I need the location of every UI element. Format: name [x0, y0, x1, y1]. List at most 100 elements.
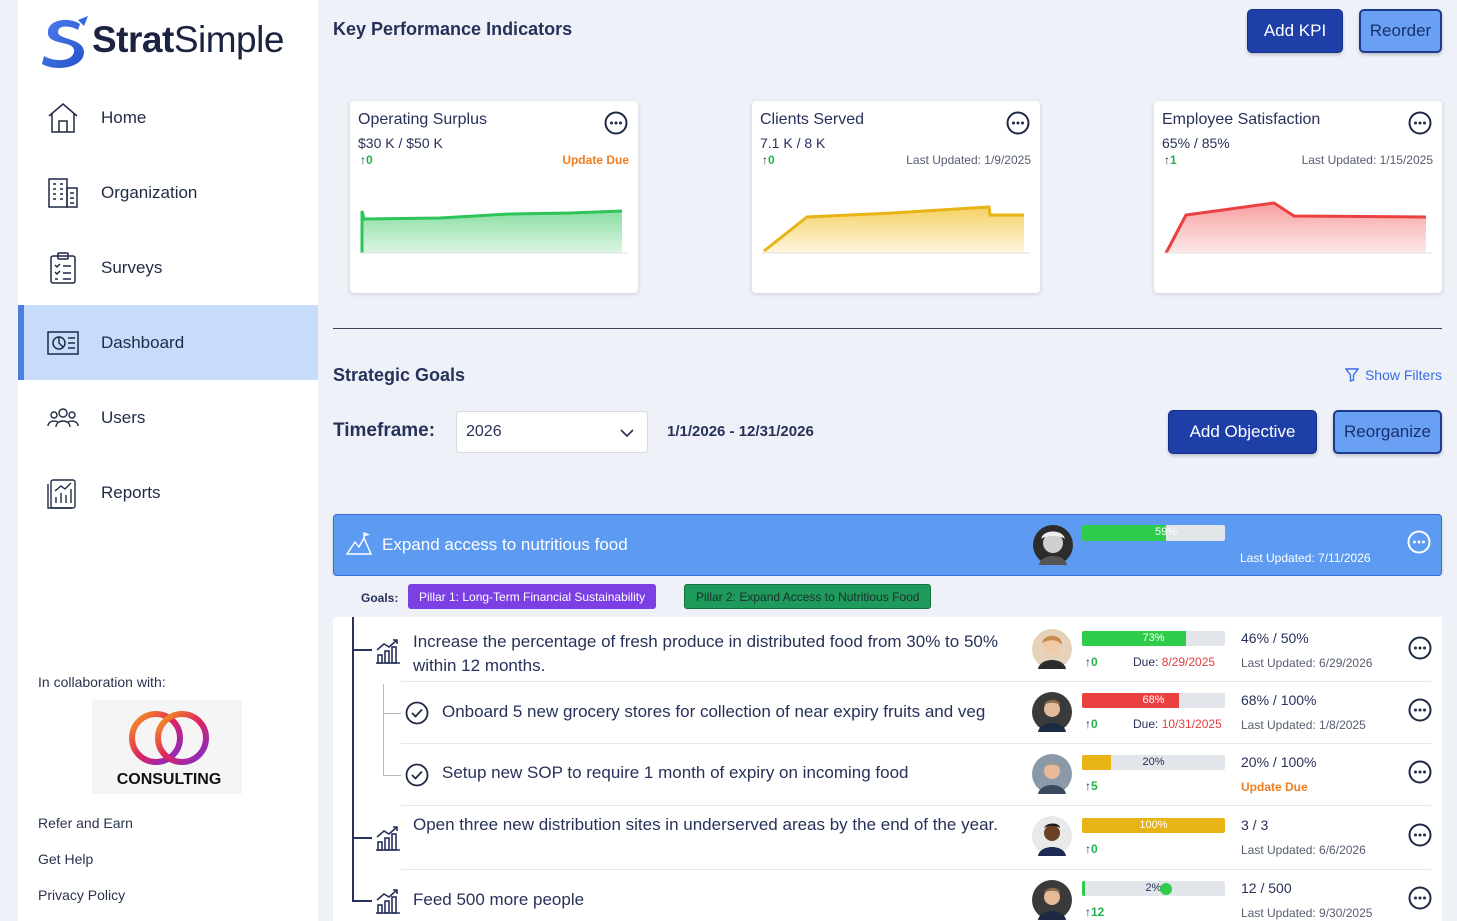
privacy-policy-link[interactable]: Privacy Policy — [38, 887, 126, 903]
row-divider — [401, 743, 1431, 744]
goal-tag[interactable]: Pillar 1: Long-Term Financial Sustainabi… — [408, 584, 657, 609]
task-row[interactable]: Onboard 5 new grocery stores for collect… — [333, 685, 1442, 747]
task-trend: ↑5 — [1085, 779, 1098, 793]
brand-name: StratSimple — [92, 19, 284, 60]
progress-label: 68% — [1142, 694, 1165, 706]
kpi-card[interactable]: Operating Surplus $30 K / $50 K ↑0 Updat… — [350, 101, 638, 293]
goal-trend: ↑0 — [1085, 842, 1098, 856]
check-circle-icon — [405, 763, 429, 787]
kpi-trend: ↑1 — [1164, 153, 1177, 167]
kpi-updated: Last Updated: 1/9/2025 — [906, 153, 1031, 167]
goal-ratio: 3 / 3 — [1241, 817, 1269, 833]
more-options-icon[interactable] — [1408, 886, 1432, 910]
progress-fill — [1082, 525, 1167, 541]
sidebar-item-label: Users — [101, 407, 146, 427]
partner-logo-icon: CONSULTING — [117, 711, 222, 788]
sidebar-item-label: Organization — [101, 182, 198, 202]
objective-updated: Last Updated: 7/11/2026 — [1240, 551, 1371, 565]
partner-logo-text: CONSULTING — [117, 771, 222, 788]
task-row[interactable]: Setup new SOP to require 1 month of expi… — [333, 747, 1442, 809]
trend-up-icon: ↑ — [1085, 842, 1091, 856]
kpi-card[interactable]: Employee Satisfaction 65% / 85% ↑1 Last … — [1154, 101, 1442, 293]
kpi-name: Clients Served — [760, 111, 865, 128]
goal-updated: Last Updated: 9/30/2025 — [1241, 906, 1373, 920]
more-options-icon[interactable] — [1407, 530, 1431, 554]
kpi-name: Employee Satisfaction — [1162, 111, 1321, 128]
tree-connector — [352, 837, 372, 839]
sidebar-item-dashboard[interactable]: Dashboard — [18, 305, 318, 380]
goal-row[interactable]: Feed 500 more people 2% ↑12 12 / 500 Las… — [333, 873, 1442, 921]
sidebar-item-label: Surveys — [101, 257, 163, 277]
kpi-sparkline — [762, 205, 1030, 254]
progress-label: 2% — [1145, 882, 1162, 894]
more-options-icon[interactable] — [1408, 698, 1432, 722]
trend-up-icon: ↑ — [360, 153, 366, 167]
kpi-updated: Last Updated: 1/15/2025 — [1301, 153, 1433, 167]
brand-logo[interactable]: StratSimple — [38, 12, 284, 68]
goal-tag[interactable]: Pillar 2: Expand Access to Nutritious Fo… — [684, 584, 932, 609]
partner-logo: CONSULTING — [92, 700, 242, 794]
status-dot-icon — [1160, 883, 1172, 895]
goal-ratio: 46% / 50% — [1241, 630, 1309, 646]
progress-fill — [1082, 693, 1180, 708]
sidebar-item-label: Home — [101, 107, 147, 127]
sidebar-nav: Home Organization Surveys Dashboard User… — [18, 80, 318, 530]
timeframe-select[interactable]: 2026 — [456, 411, 648, 453]
task-title: Setup new SOP to require 1 month of expi… — [442, 763, 909, 782]
task-progress-bar: 20% — [1082, 755, 1225, 770]
trend-up-icon: ↑ — [1164, 153, 1170, 167]
kpi-section-title: Key Performance Indicators — [333, 19, 573, 39]
clipboard-icon — [46, 251, 80, 285]
goals-row: Goals: Pillar 1: Long-Term Financial Sus… — [333, 576, 1442, 616]
chevron-down-icon — [620, 429, 634, 438]
goal-updated: Last Updated: 6/29/2026 — [1241, 656, 1373, 670]
mountain-icon — [346, 532, 372, 555]
tree-connector — [352, 649, 372, 651]
tree-connector — [383, 684, 384, 775]
more-options-icon[interactable] — [1006, 111, 1030, 135]
goal-updated: Last Updated: 6/6/2026 — [1241, 843, 1366, 857]
more-options-icon[interactable] — [604, 111, 628, 135]
more-options-icon[interactable] — [1408, 823, 1432, 847]
sidebar-item-reports[interactable]: Reports — [18, 455, 318, 530]
footer-links: Refer and Earn Get Help Privacy Policy — [38, 812, 133, 920]
trend-up-icon: ↑ — [1085, 779, 1091, 793]
reorganize-button[interactable]: Reorganize — [1333, 410, 1442, 454]
sidebar-item-surveys[interactable]: Surveys — [18, 230, 318, 305]
avatar — [1032, 754, 1072, 794]
sidebar-item-label: Dashboard — [101, 332, 185, 352]
kpi-value: 65% / 85% — [1162, 135, 1230, 151]
objective-header[interactable]: Expand access to nutritious food 59% Las… — [333, 514, 1442, 576]
more-options-icon[interactable] — [1408, 636, 1432, 660]
sidebar: StratSimple Home Organization Surveys Da… — [18, 0, 318, 921]
tree-connector — [383, 775, 401, 776]
show-filters-link[interactable]: Show Filters — [1344, 367, 1442, 383]
refer-earn-link[interactable]: Refer and Earn — [38, 815, 133, 831]
sidebar-item-organization[interactable]: Organization — [18, 155, 318, 230]
goal-trend: ↑0 — [1085, 655, 1098, 669]
goal-row[interactable]: Increase the percentage of fresh produce… — [333, 623, 1442, 685]
logo-mark-icon — [42, 16, 88, 68]
get-help-link[interactable]: Get Help — [38, 851, 94, 867]
goal-title: Feed 500 more people — [413, 890, 585, 909]
trend-up-icon: ↑ — [1085, 905, 1091, 919]
task-updated: Last Updated: 1/8/2025 — [1241, 718, 1366, 732]
sidebar-item-users[interactable]: Users — [18, 380, 318, 455]
chart-growth-icon — [376, 889, 400, 914]
kpi-trend: ↑0 — [762, 153, 775, 167]
more-options-icon[interactable] — [1408, 760, 1432, 784]
row-divider — [401, 869, 1431, 870]
task-ratio: 68% / 100% — [1241, 692, 1317, 708]
more-options-icon[interactable] — [1408, 111, 1432, 135]
kpi-card[interactable]: Clients Served 7.1 K / 8 K ↑0 Last Updat… — [752, 101, 1040, 293]
avatar — [1033, 525, 1073, 565]
add-objective-button[interactable]: Add Objective — [1168, 410, 1317, 454]
add-kpi-button[interactable]: Add KPI — [1247, 9, 1343, 53]
avatar — [1032, 692, 1072, 732]
goal-progress-bar: 100% — [1082, 818, 1225, 833]
sidebar-item-home[interactable]: Home — [18, 80, 318, 155]
reorder-button[interactable]: Reorder — [1359, 9, 1442, 53]
objective-title: Expand access to nutritious food — [382, 535, 628, 554]
progress-label: 59% — [1154, 526, 1177, 538]
goal-row[interactable]: Open three new distribution sites in und… — [333, 810, 1442, 872]
